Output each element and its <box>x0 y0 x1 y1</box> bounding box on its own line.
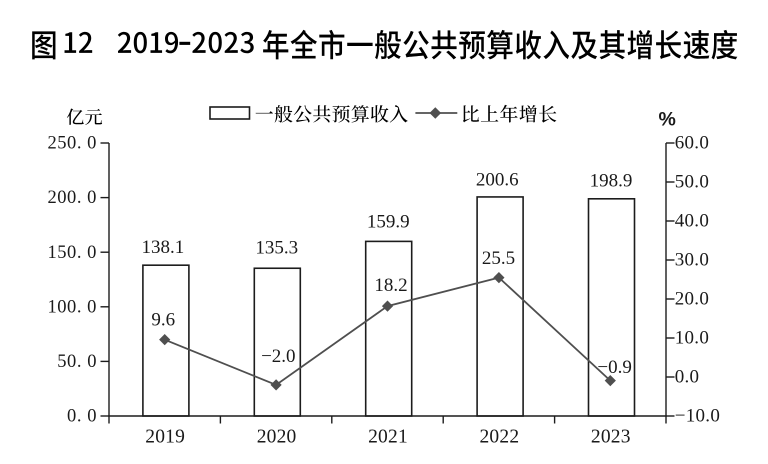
svg-text:50. 0: 50. 0 <box>57 352 97 372</box>
svg-text:0.0: 0.0 <box>675 367 700 388</box>
svg-text:25.5: 25.5 <box>482 248 515 269</box>
svg-text:2023: 2023 <box>591 427 631 448</box>
svg-text:%: % <box>659 109 676 131</box>
svg-text:50.0: 50.0 <box>675 172 709 193</box>
svg-text:2021: 2021 <box>368 427 408 448</box>
svg-text:150. 0: 150. 0 <box>47 243 97 263</box>
svg-text:10.0: 10.0 <box>675 328 709 349</box>
svg-text:250. 0: 250. 0 <box>47 134 97 154</box>
svg-text:100. 0: 100. 0 <box>47 297 97 317</box>
svg-text:9.6: 9.6 <box>151 310 175 331</box>
svg-text:−2.0: −2.0 <box>261 346 295 367</box>
svg-text:60.0: 60.0 <box>675 133 709 154</box>
svg-text:159.9: 159.9 <box>367 212 410 233</box>
svg-text:30.0: 30.0 <box>675 250 709 271</box>
svg-text:138.1: 138.1 <box>142 237 185 258</box>
svg-text:40.0: 40.0 <box>675 211 709 232</box>
svg-text:2020: 2020 <box>257 427 297 448</box>
svg-text:200.6: 200.6 <box>476 170 519 191</box>
svg-text:−0.9: −0.9 <box>597 357 631 378</box>
svg-text:198.9: 198.9 <box>590 170 633 191</box>
svg-text:20.0: 20.0 <box>675 289 709 310</box>
svg-text:18.2: 18.2 <box>374 275 407 296</box>
svg-text:2019: 2019 <box>145 427 185 448</box>
svg-text:2022: 2022 <box>479 427 519 448</box>
svg-text:−10.0: −10.0 <box>675 406 720 427</box>
svg-text:0. 0: 0. 0 <box>67 407 97 427</box>
svg-text:135.3: 135.3 <box>255 237 298 258</box>
svg-text:200. 0: 200. 0 <box>47 188 97 208</box>
